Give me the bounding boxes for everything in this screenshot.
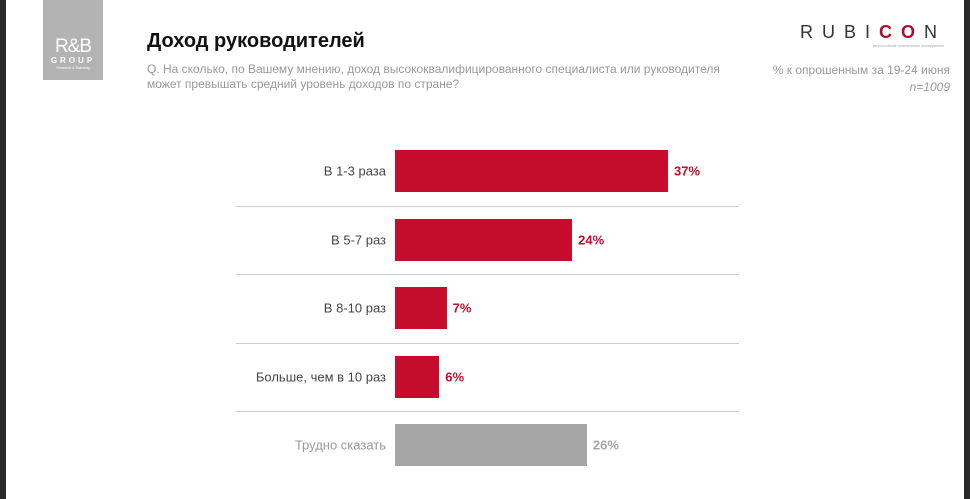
row-divider bbox=[236, 342, 739, 344]
bar bbox=[395, 218, 573, 261]
rubicon-tagline: всероссийские политические исследования bbox=[872, 44, 944, 48]
logo-text: GROUP bbox=[50, 56, 96, 65]
category-label: В 8-10 раз bbox=[323, 300, 386, 316]
category-label: Трудно сказать bbox=[294, 437, 386, 453]
bar bbox=[395, 150, 669, 192]
rb-group-logo: R&B GROUP Research & Branding bbox=[43, 0, 103, 80]
bar-row: В 8-10 раз 7% bbox=[236, 274, 739, 342]
bar-row: В 1-3 раза 37% bbox=[236, 137, 739, 205]
bar-row: Больше, чем в 10 раз 6% bbox=[236, 343, 739, 411]
bar bbox=[395, 355, 440, 398]
bar-row: В 5-7 раз 24% bbox=[236, 206, 739, 274]
window-edge-left bbox=[0, 0, 6, 499]
question-text: Q. На сколько, по Вашему мнению, доход в… bbox=[147, 62, 720, 91]
data-label: 6% bbox=[445, 369, 465, 384]
logo-text: Research & Branding bbox=[56, 66, 90, 70]
category-label: В 1-3 раза bbox=[323, 163, 386, 179]
bar-row: Трудно сказать 26% bbox=[236, 411, 739, 479]
data-label: 24% bbox=[578, 232, 605, 247]
window-edge-right bbox=[964, 0, 970, 499]
row-divider bbox=[236, 274, 739, 275]
data-label: 26% bbox=[592, 437, 619, 453]
page-title: Доход руководителей bbox=[147, 30, 365, 52]
row-divider bbox=[236, 411, 739, 412]
bar bbox=[395, 287, 447, 329]
rubicon-logo: RUBICON bbox=[799, 22, 946, 42]
data-label: 7% bbox=[452, 300, 472, 316]
bar bbox=[395, 424, 587, 466]
category-label: Больше, чем в 10 раз bbox=[255, 369, 386, 384]
category-label: В 5-7 раз bbox=[331, 232, 386, 247]
survey-note: % к опрошенным за 19-24 июня n=1009 bbox=[772, 63, 950, 94]
row-divider bbox=[236, 205, 739, 207]
data-label: 37% bbox=[674, 163, 701, 179]
logo-text: R&B bbox=[54, 36, 92, 57]
